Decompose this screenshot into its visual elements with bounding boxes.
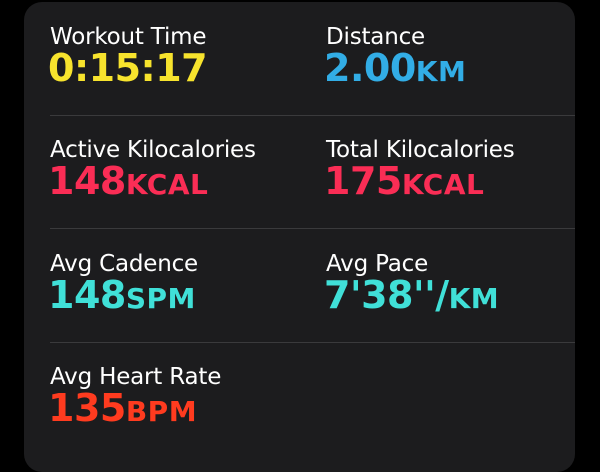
stat-number: 148 bbox=[48, 159, 126, 203]
stat-label: Total Kilocalories bbox=[326, 137, 515, 163]
stat-label: Avg Cadence bbox=[50, 251, 198, 277]
row-divider bbox=[50, 115, 575, 116]
stat-value: 148KCAL bbox=[48, 159, 208, 203]
stat-number: 135 bbox=[48, 386, 126, 430]
row-divider bbox=[50, 342, 575, 343]
stat-label: Workout Time bbox=[50, 24, 207, 50]
stat-number: 0:15:17 bbox=[48, 46, 208, 90]
stat-value: 175KCAL bbox=[324, 159, 484, 203]
row-divider bbox=[50, 228, 575, 229]
stat-value: 0:15:17 bbox=[48, 46, 208, 90]
stat-unit: KCAL bbox=[401, 168, 485, 201]
workout-summary-card: Workout Time 0:15:17 Distance 2.00KM Act… bbox=[24, 2, 575, 472]
stat-number: 175 bbox=[324, 159, 402, 203]
stat-unit: KCAL bbox=[125, 168, 209, 201]
stat-label: Avg Heart Rate bbox=[50, 364, 222, 390]
stat-unit: SPM bbox=[125, 282, 196, 315]
stat-value: 148SPM bbox=[48, 273, 196, 317]
stat-unit: KM bbox=[448, 282, 500, 315]
stat-value: 135BPM bbox=[48, 386, 197, 430]
stat-unit: KM bbox=[415, 55, 467, 88]
stat-number: 2.00 bbox=[324, 46, 416, 90]
stat-label: Avg Pace bbox=[326, 251, 429, 277]
stat-label: Active Kilocalories bbox=[50, 137, 256, 163]
stat-number: 7'38''/ bbox=[324, 273, 449, 317]
stat-unit: BPM bbox=[125, 395, 198, 428]
stat-value: 7'38''/KM bbox=[324, 273, 499, 317]
stat-label: Distance bbox=[326, 24, 425, 50]
stat-value: 2.00KM bbox=[324, 46, 466, 90]
stat-number: 148 bbox=[48, 273, 126, 317]
